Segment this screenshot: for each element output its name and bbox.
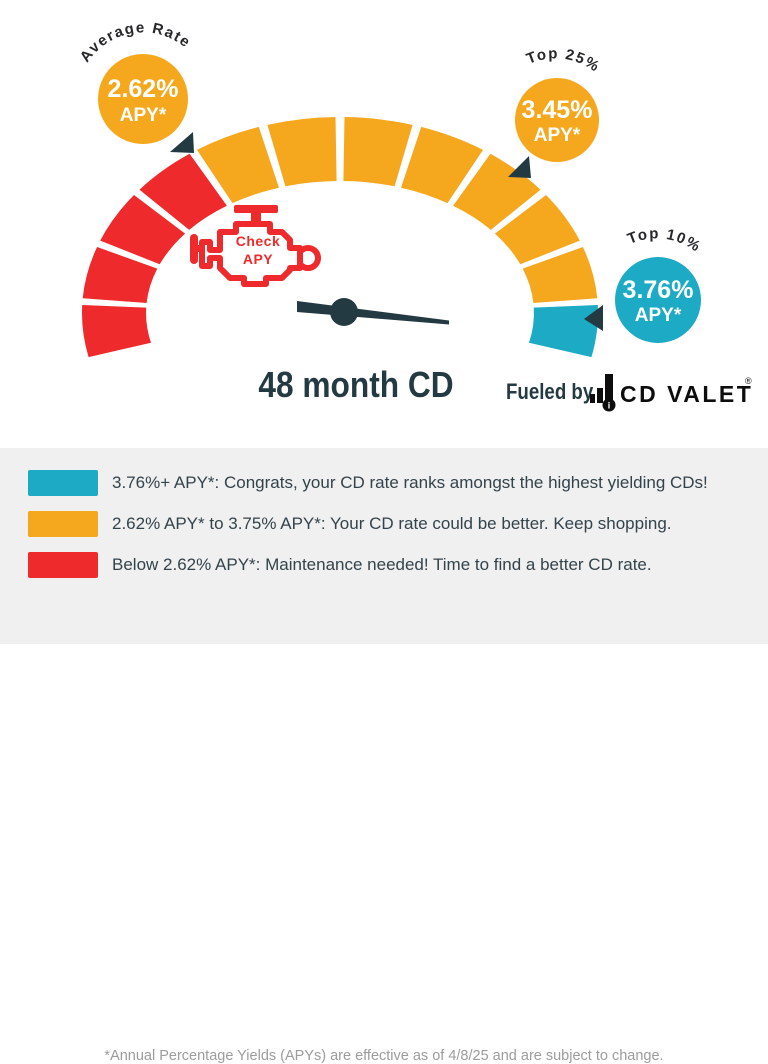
callout-average-rate: Average Rate 2.62% APY* bbox=[77, 19, 194, 153]
gauge-segment-yellow-7 bbox=[401, 126, 483, 204]
average-rate-circle bbox=[98, 54, 188, 144]
check-engine-line1: Check bbox=[236, 233, 281, 249]
top-25-value: 3.45% bbox=[522, 96, 593, 124]
legend-text-yellow: 2.62% APY* to 3.75% APY*: Your CD rate c… bbox=[112, 513, 672, 533]
top-10-label: Top 10% bbox=[625, 225, 704, 256]
legend-text-teal: 3.76%+ APY*: Congrats, your CD rate rank… bbox=[112, 472, 708, 492]
callout-top-10: Top 10% 3.76% APY* bbox=[584, 225, 704, 343]
gauge-segment-yellow-4 bbox=[197, 126, 279, 204]
gauge-segment-yellow-5 bbox=[267, 117, 337, 187]
gauge-segment-red-3 bbox=[139, 153, 227, 230]
gauge-segment-yellow-9 bbox=[494, 195, 580, 265]
cd-valet-logo-icon: i bbox=[590, 374, 616, 412]
gauge-title: 48 month CD bbox=[258, 365, 453, 405]
infographic: Check APY Average Rate 2.62% APY* Top 25… bbox=[0, 19, 768, 1064]
legend-swatch-red bbox=[28, 551, 98, 578]
top-10-arrow-icon bbox=[584, 305, 603, 331]
top-10-value: 3.76% bbox=[623, 276, 694, 304]
top-25-arrow-icon bbox=[508, 156, 531, 178]
top-10-circle bbox=[615, 257, 701, 343]
average-rate-value: 2.62% bbox=[108, 75, 179, 103]
check-engine-icon: Check APY bbox=[190, 205, 321, 287]
legend-swatch-yellow bbox=[28, 510, 98, 537]
legend-swatch-teal bbox=[28, 469, 98, 496]
gauge-arc bbox=[81, 117, 599, 358]
gauge-segment-red-2 bbox=[100, 195, 186, 265]
branding: Fueled by i CD VALET ® bbox=[506, 374, 753, 412]
footnote: *Annual Percentage Yields (APYs) are eff… bbox=[104, 1048, 664, 1064]
needle-hub bbox=[330, 298, 358, 326]
top-10-unit: APY* bbox=[635, 305, 682, 326]
gauge-segment-teal-11 bbox=[529, 305, 599, 358]
gauge-needle bbox=[297, 298, 449, 326]
registered-mark: ® bbox=[745, 376, 752, 386]
gauge-segment-red-0 bbox=[81, 305, 151, 358]
check-engine-line2: APY bbox=[243, 251, 273, 267]
gauge-chart: Check APY Average Rate 2.62% APY* Top 25… bbox=[77, 19, 753, 412]
fueled-by-label: Fueled by bbox=[506, 381, 594, 405]
legend-row-teal: 3.76%+ APY*: Congrats, your CD rate rank… bbox=[28, 469, 708, 496]
average-rate-arrow-icon bbox=[170, 132, 194, 153]
gauge-segment-yellow-10 bbox=[522, 247, 598, 303]
cd-valet-wordmark: CD VALET bbox=[620, 381, 753, 407]
legend-text-red: Below 2.62% APY*: Maintenance needed! Ti… bbox=[112, 554, 652, 574]
top-25-unit: APY* bbox=[534, 125, 581, 146]
callout-top-25: Top 25% 3.45% APY* bbox=[508, 45, 603, 178]
svg-text:i: i bbox=[608, 401, 611, 411]
legend-row-red: Below 2.62% APY*: Maintenance needed! Ti… bbox=[28, 551, 652, 578]
average-rate-unit: APY* bbox=[120, 105, 167, 126]
legend-panel: 3.76%+ APY*: Congrats, your CD rate rank… bbox=[0, 448, 768, 1064]
legend-row-yellow: 2.62% APY* to 3.75% APY*: Your CD rate c… bbox=[28, 510, 672, 537]
top-25-label: Top 25% bbox=[524, 45, 603, 76]
top-25-circle bbox=[515, 78, 599, 162]
gauge-segment-yellow-6 bbox=[343, 117, 413, 187]
gauge-segment-red-1 bbox=[82, 247, 158, 303]
